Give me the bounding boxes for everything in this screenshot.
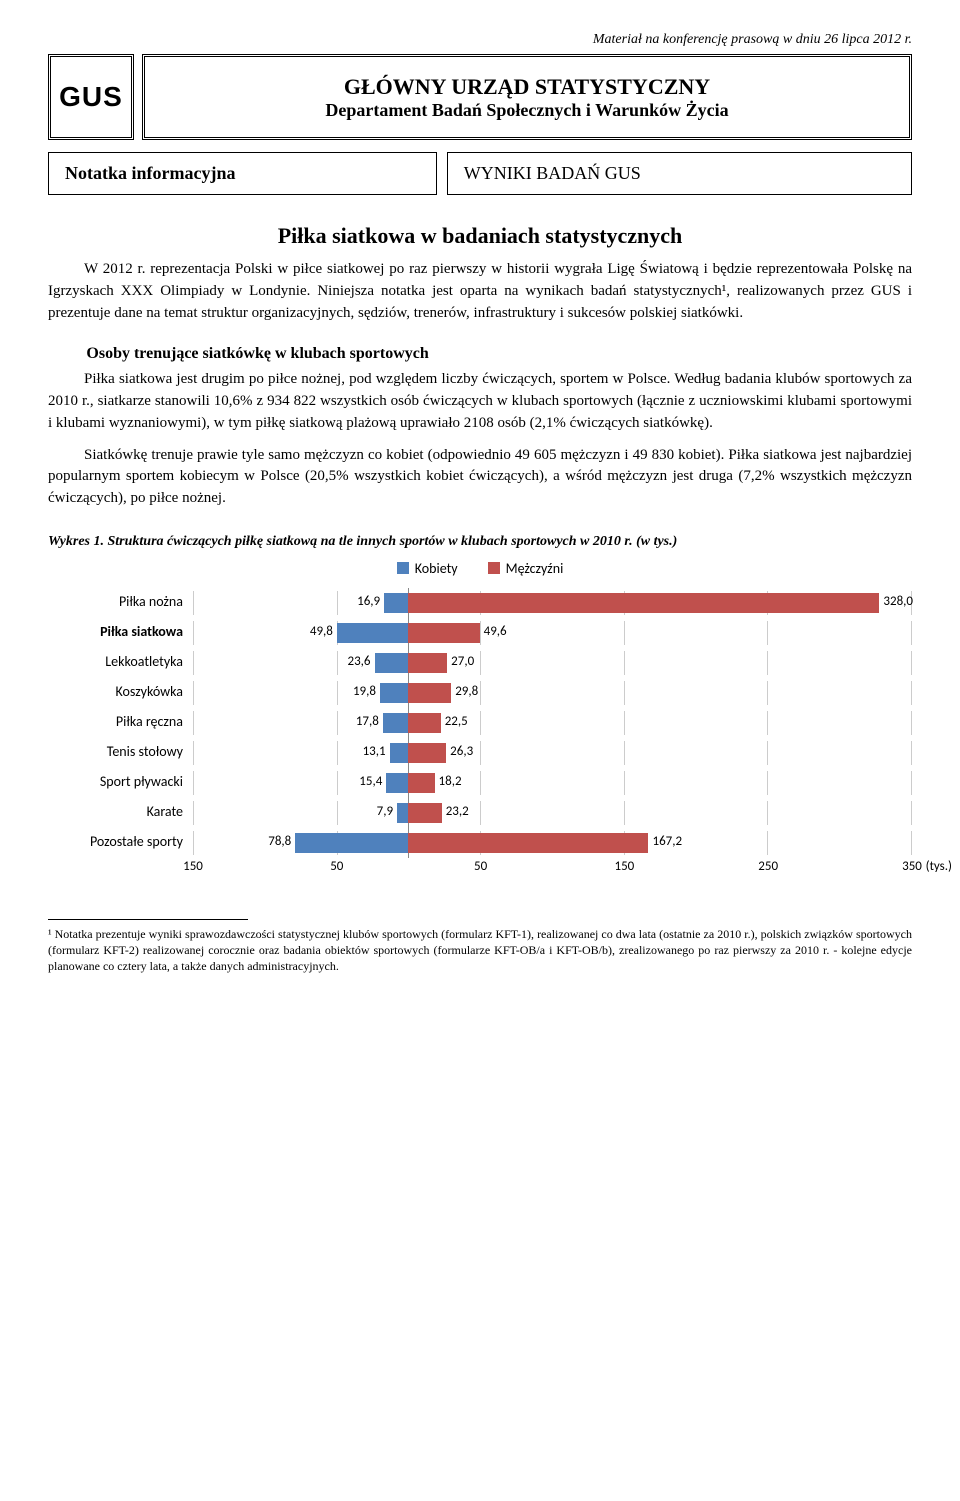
bar-value-m: 18,2: [439, 774, 462, 789]
chart-legend: Kobiety Mężczyźni: [48, 560, 912, 577]
bar-kobiety: [397, 803, 408, 823]
bar-mezczyzni: [408, 833, 648, 853]
org-line2: Departament Badań Społecznych i Warunków…: [325, 100, 728, 121]
chart-axis: 1505050150250350(tys.): [48, 859, 912, 879]
page-title: Piłka siatkowa w badaniach statystycznyc…: [48, 223, 912, 249]
bar-kobiety: [375, 653, 409, 673]
bar-value-k: 16,9: [357, 594, 380, 609]
chart-bar-row: 15,4 18,2: [193, 771, 912, 795]
bar-kobiety: [386, 773, 408, 793]
chart-bar-row: 78,8 167,2: [193, 831, 912, 855]
bar-value-m: 29,8: [455, 684, 478, 699]
axis-tick: 250: [758, 859, 778, 874]
chart-bar-row: 23,6 27,0: [193, 651, 912, 675]
box-notatka: Notatka informacyjna: [48, 152, 437, 195]
chart-caption: Wykres 1. Struktura ćwiczących piłkę sia…: [48, 534, 912, 550]
bar-value-m: 167,2: [652, 834, 682, 849]
chart-cat-label: Pozostałe sporty: [48, 831, 193, 855]
chart-bar-row: 49,8 49,6: [193, 621, 912, 645]
bar-mezczyzni: [408, 803, 441, 823]
bar-mezczyzni: [408, 623, 479, 643]
chart-rows: Piłka nożna16,9328,0Piłka siatkowa49,849…: [48, 591, 912, 855]
bar-value-m: 23,2: [446, 804, 469, 819]
bar-mezczyzni: [408, 653, 447, 673]
legend-mezczyzni: Mężczyźni: [488, 560, 564, 577]
bar-value-m: 328,0: [883, 594, 913, 609]
axis-tick: 350: [902, 859, 922, 874]
chart-cat-label: Karate: [48, 801, 193, 825]
bar-kobiety: [383, 713, 409, 733]
bar-value-k: 19,8: [353, 684, 376, 699]
bar-mezczyzni: [408, 683, 451, 703]
chart: Kobiety Mężczyźni Piłka nożna 16,9 328,0 Pi…: [48, 560, 912, 879]
chart-cat-label: Sport pływacki: [48, 771, 193, 795]
legend-label-m: Mężczyźni: [506, 560, 564, 577]
axis-tick: 50: [330, 859, 343, 874]
header-grid: GUS GŁÓWNY URZĄD STATYSTYCZNY Departamen…: [48, 54, 912, 140]
axis-unit: (tys.): [926, 859, 952, 874]
bar-value-m: 49,6: [484, 624, 507, 639]
org-line1: GŁÓWNY URZĄD STATYSTYCZNY: [344, 74, 710, 100]
logo-text: GUS: [55, 75, 127, 119]
org-box: GŁÓWNY URZĄD STATYSTYCZNY Departament Ba…: [142, 54, 912, 140]
bar-mezczyzni: [408, 593, 879, 613]
chart-bar-row: 17,8 22,5: [193, 711, 912, 735]
bar-kobiety: [380, 683, 408, 703]
axis-tick: 50: [474, 859, 487, 874]
bar-value-m: 26,3: [450, 744, 473, 759]
chart-bar-row: 19,8 29,8: [193, 681, 912, 705]
chart-cat-label: Piłka ręczna: [48, 711, 193, 735]
meta-line: Materiał na konferencję prasową w dniu 2…: [48, 32, 912, 48]
bar-kobiety: [384, 593, 408, 613]
bar-kobiety: [390, 743, 409, 763]
axis-tick: 150: [183, 859, 203, 874]
chart-cat-label: Piłka nożna: [48, 591, 193, 615]
legend-label-k: Kobiety: [415, 560, 458, 577]
bar-value-m: 22,5: [445, 714, 468, 729]
chart-bar-row: 7,9 23,2: [193, 801, 912, 825]
bar-kobiety: [295, 833, 408, 853]
bar-value-k: 23,6: [348, 654, 371, 669]
chart-cat-label: Koszykówka: [48, 681, 193, 705]
section1-p2: Siatkówkę trenuje prawie tyle samo mężcz…: [48, 445, 912, 510]
bar-value-m: 27,0: [451, 654, 474, 669]
legend-swatch-m: [488, 562, 500, 574]
chart-bar-row: 13,1 26,3: [193, 741, 912, 765]
bar-value-k: 17,8: [356, 714, 379, 729]
bar-value-k: 49,8: [310, 624, 333, 639]
chart-cat-label: Tenis stołowy: [48, 741, 193, 765]
bar-mezczyzni: [408, 773, 434, 793]
section1-p1: Piłka siatkowa jest drugim po piłce nożn…: [48, 369, 912, 434]
bar-value-k: 13,1: [363, 744, 386, 759]
info-boxes: Notatka informacyjna WYNIKI BADAŃ GUS: [48, 152, 912, 195]
axis-tick: 150: [615, 859, 635, 874]
chart-bar-row: 16,9 328,0: [193, 591, 912, 615]
legend-swatch-k: [397, 562, 409, 574]
legend-kobiety: Kobiety: [397, 560, 458, 577]
bar-mezczyzni: [408, 713, 440, 733]
intro-para: W 2012 r. reprezentacja Polski w piłce s…: [48, 259, 912, 324]
bar-value-k: 15,4: [359, 774, 382, 789]
chart-cat-label: Lekkoatletyka: [48, 651, 193, 675]
box-wyniki: WYNIKI BADAŃ GUS: [447, 152, 912, 195]
logo-box: GUS: [48, 54, 134, 140]
bar-kobiety: [337, 623, 409, 643]
bar-mezczyzni: [408, 743, 446, 763]
bar-value-k: 7,9: [377, 804, 393, 819]
footnote-rule: [48, 919, 248, 920]
chart-cat-label: Piłka siatkowa: [48, 621, 193, 645]
footnote: ¹ Notatka prezentuje wyniki sprawozdawcz…: [48, 927, 912, 974]
bar-value-k: 78,8: [268, 834, 291, 849]
section1-head: Osoby trenujące siatkówkę w klubach spor…: [48, 342, 912, 365]
